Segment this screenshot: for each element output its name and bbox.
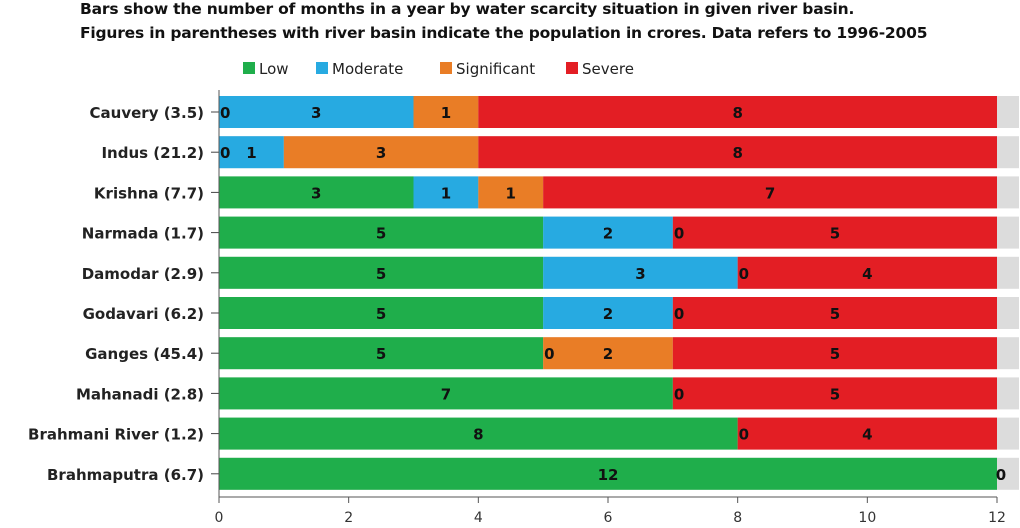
- data-label-indus-21-2-1: 1: [246, 144, 256, 162]
- bar-krishna-7-7-severe: [543, 176, 997, 209]
- data-label-ganges-45-4-1: 0: [544, 345, 554, 363]
- data-label-indus-21-2-3: 8: [732, 144, 742, 162]
- category-label-indus-21-2: Indus (21.2): [101, 144, 204, 162]
- data-label-cauvery-3-5-0: 0: [220, 104, 230, 122]
- bar-ganges-45-4-severe: [672, 337, 997, 370]
- data-label-krishna-7-7-0: 3: [311, 184, 321, 202]
- bar-godavari-6-2-moderate: [543, 297, 673, 329]
- category-label-krishna-7-7: Krishna (7.7): [94, 184, 204, 202]
- data-label-mahanadi-2-8-0: 7: [441, 385, 451, 403]
- data-label-damodar-2-9-2: 0: [739, 265, 749, 283]
- x-tick-label-4: 4: [474, 510, 483, 526]
- category-label-ganges-45-4: Ganges (45.4): [85, 345, 204, 363]
- data-label-brahmaputra-6-7-1: 0: [996, 466, 1006, 484]
- data-label-godavari-6-2-3: 5: [830, 305, 840, 323]
- bar-narmada-1-7-moderate: [543, 216, 673, 249]
- bar-damodar-2-9-moderate: [543, 256, 738, 289]
- data-label-brahmaputra-6-7-0: 12: [598, 466, 619, 484]
- data-label-narmada-1-7-2: 0: [674, 225, 684, 243]
- legend-label-low: Low: [259, 60, 289, 78]
- data-label-ganges-45-4-0: 5: [376, 345, 386, 363]
- data-label-narmada-1-7-3: 5: [830, 225, 840, 243]
- bar-cauvery-3-5-severe: [478, 96, 997, 128]
- data-label-narmada-1-7-1: 2: [603, 225, 613, 243]
- bar-damodar-2-9-low: [219, 256, 544, 289]
- data-label-mahanadi-2-8-1: 0: [674, 385, 684, 403]
- data-label-indus-21-2-2: 3: [376, 144, 386, 162]
- bar-narmada-1-7-low: [219, 216, 544, 249]
- data-label-godavari-6-2-2: 0: [674, 305, 684, 323]
- bar-cauvery-3-5-significant: [413, 96, 479, 128]
- bar-ganges-45-4-low: [219, 337, 544, 370]
- data-label-krishna-7-7-2: 1: [506, 184, 516, 202]
- legend-label-moderate: Moderate: [332, 60, 403, 78]
- bar-mahanadi-2-8-low: [219, 377, 673, 410]
- data-label-brahmani-river-1-2-2: 4: [862, 426, 872, 444]
- data-label-cauvery-3-5-2: 1: [441, 104, 451, 122]
- bar-damodar-2-9-severe: [737, 256, 997, 289]
- category-label-brahmaputra-6-7: Brahmaputra (6.7): [47, 466, 204, 484]
- category-label-godavari-6-2: Godavari (6.2): [83, 305, 204, 323]
- bars: [219, 96, 1019, 490]
- bar-krishna-7-7-significant: [478, 176, 544, 209]
- data-label-indus-21-2-0: 0: [220, 144, 230, 162]
- legend: Low Moderate Significant Severe: [243, 60, 634, 78]
- category-label-mahanadi-2-8: Mahanadi (2.8): [76, 385, 204, 403]
- bar-godavari-6-2-low: [219, 297, 544, 329]
- data-label-cauvery-3-5-1: 3: [311, 104, 321, 122]
- bar-cauvery-3-5-moderate: [219, 96, 414, 128]
- data-label-damodar-2-9-0: 5: [376, 265, 386, 283]
- x-tick-label-2: 2: [344, 510, 353, 526]
- data-label-godavari-6-2-1: 2: [603, 305, 613, 323]
- bar-mahanadi-2-8-severe: [672, 377, 997, 410]
- data-labels: 0 3 1 80 1 3 83 1 1 75 2 0 55 3 0 45 2 0 55 0 2 57 0 58 0 412 0: [220, 104, 1006, 484]
- bar-krishna-7-7-moderate: [413, 176, 479, 209]
- legend-swatch-low: [243, 62, 255, 74]
- x-axis: 0 2 4 6 8 10 12: [215, 496, 1006, 526]
- category-labels: Cauvery (3.5) Indus (21.2) Krishna (7.7) Na…: [28, 90, 220, 497]
- legend-swatch-significant: [440, 62, 452, 74]
- bar-godavari-6-2-severe: [672, 297, 997, 329]
- x-tick-label-6: 6: [604, 510, 613, 526]
- category-label-cauvery-3-5: Cauvery (3.5): [90, 104, 204, 122]
- data-label-brahmani-river-1-2-1: 0: [739, 426, 749, 444]
- bar-indus-21-2-severe: [478, 136, 997, 169]
- x-tick-label-8: 8: [733, 510, 742, 526]
- bar-narmada-1-7-severe: [672, 216, 997, 249]
- data-label-krishna-7-7-1: 1: [441, 184, 451, 202]
- chart-title-line-1: Bars show the number of months in a year…: [80, 0, 855, 18]
- data-label-ganges-45-4-3: 5: [830, 345, 840, 363]
- data-label-narmada-1-7-0: 5: [376, 225, 386, 243]
- bar-brahmaputra-6-7-low: [219, 457, 997, 490]
- bar-indus-21-2-significant: [283, 136, 479, 169]
- category-label-narmada-1-7: Narmada (1.7): [82, 225, 204, 243]
- chart-title-line-2: Figures in parentheses with river basin …: [80, 24, 928, 42]
- bar-indus-21-2-moderate: [219, 136, 284, 169]
- data-label-damodar-2-9-3: 4: [862, 265, 872, 283]
- legend-label-significant: Significant: [456, 60, 535, 78]
- x-tick-label-10: 10: [858, 510, 876, 526]
- data-label-brahmani-river-1-2-0: 8: [473, 426, 483, 444]
- data-label-krishna-7-7-3: 7: [765, 184, 775, 202]
- legend-label-severe: Severe: [582, 60, 634, 78]
- legend-swatch-moderate: [316, 62, 328, 74]
- data-label-godavari-6-2-0: 5: [376, 305, 386, 323]
- data-label-mahanadi-2-8-2: 5: [830, 385, 840, 403]
- data-label-ganges-45-4-2: 2: [603, 345, 613, 363]
- bar-krishna-7-7-low: [219, 176, 414, 209]
- category-label-damodar-2-9: Damodar (2.9): [82, 265, 204, 283]
- bar-ganges-45-4-significant: [543, 337, 673, 370]
- bar-brahmani-river-1-2-low: [219, 417, 738, 450]
- data-label-cauvery-3-5-3: 8: [732, 104, 742, 122]
- bar-brahmani-river-1-2-severe: [737, 417, 997, 450]
- x-tick-label-0: 0: [215, 510, 224, 526]
- legend-swatch-severe: [566, 62, 578, 74]
- data-label-damodar-2-9-1: 3: [635, 265, 645, 283]
- x-tick-label-12: 12: [988, 510, 1006, 526]
- category-label-brahmani-river-1-2: Brahmani River (1.2): [28, 426, 204, 444]
